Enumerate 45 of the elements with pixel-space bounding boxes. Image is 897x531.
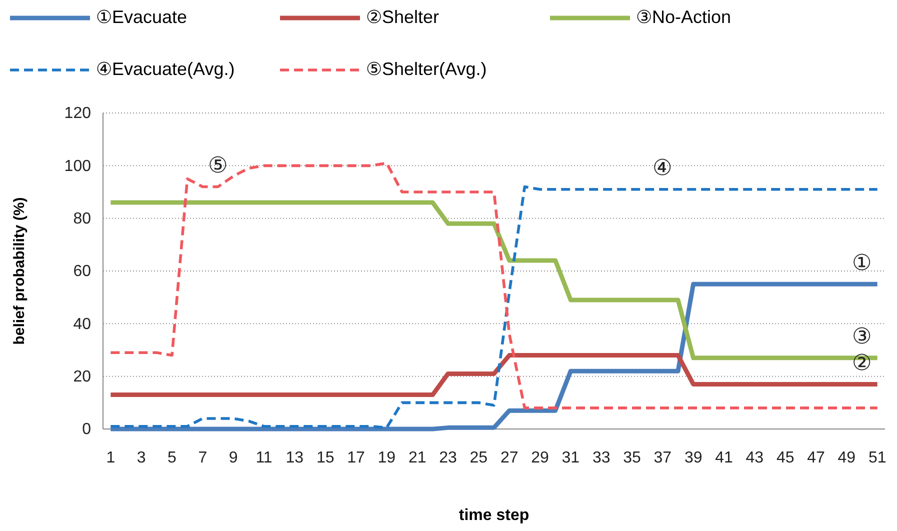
x-tick-label: 49: [838, 449, 856, 466]
annotation: ⑤: [208, 152, 228, 178]
x-tick-label: 21: [408, 449, 426, 466]
x-tick-label: 35: [623, 449, 641, 466]
x-tick-label: 33: [592, 449, 610, 466]
x-tick-label: 1: [106, 449, 116, 466]
y-tick-label: 100: [64, 158, 92, 175]
x-tick-label: 15: [316, 449, 334, 466]
x-tick-label: 3: [136, 449, 146, 466]
legend-label: ③No-Action: [636, 6, 732, 27]
annotation: ①: [852, 250, 872, 275]
x-tick-label: 43: [746, 449, 764, 466]
annotation: ③: [852, 324, 872, 349]
x-tick-label: 17: [347, 449, 365, 466]
x-tick-label: 9: [228, 449, 238, 466]
legend-label: ①Evacuate: [96, 6, 188, 27]
y-tick-label: 60: [73, 263, 92, 280]
legend-label: ⑤Shelter(Avg.): [366, 58, 487, 79]
legend-label: ②Shelter: [366, 6, 440, 27]
y-tick-label: 0: [82, 421, 92, 438]
annotation: ④: [652, 155, 673, 180]
x-tick-label: 51: [868, 449, 886, 466]
line-series: [109, 185, 879, 430]
y-tick-label: 80: [73, 210, 92, 228]
y-tick-label: 40: [73, 316, 92, 333]
y-tick-label: 120: [64, 105, 92, 122]
y-tick-label: 20: [73, 368, 92, 386]
x-tick-label: 47: [807, 449, 825, 466]
y-axis-title: belief probability (%): [11, 197, 28, 345]
x-tick-label: 25: [470, 449, 488, 466]
x-tick-label: 41: [715, 449, 733, 466]
x-tick-label: 37: [654, 449, 672, 466]
x-tick-label: 23: [439, 449, 457, 466]
x-tick-label: 45: [776, 449, 794, 466]
x-tick-label: 19: [378, 449, 396, 466]
x-tick-label: 31: [562, 449, 580, 466]
x-tick-label: 5: [168, 449, 177, 466]
x-tick-label: 11: [256, 449, 272, 466]
x-axis-title: time step: [458, 507, 530, 524]
x-tick-label: 39: [684, 449, 702, 466]
x-tick-label: 27: [500, 449, 518, 466]
legend-label: ④Evacuate(Avg.): [96, 58, 235, 79]
x-tick-label: 7: [198, 449, 208, 466]
x-tick-label: 13: [286, 449, 304, 466]
x-tick-label: 29: [531, 449, 549, 466]
